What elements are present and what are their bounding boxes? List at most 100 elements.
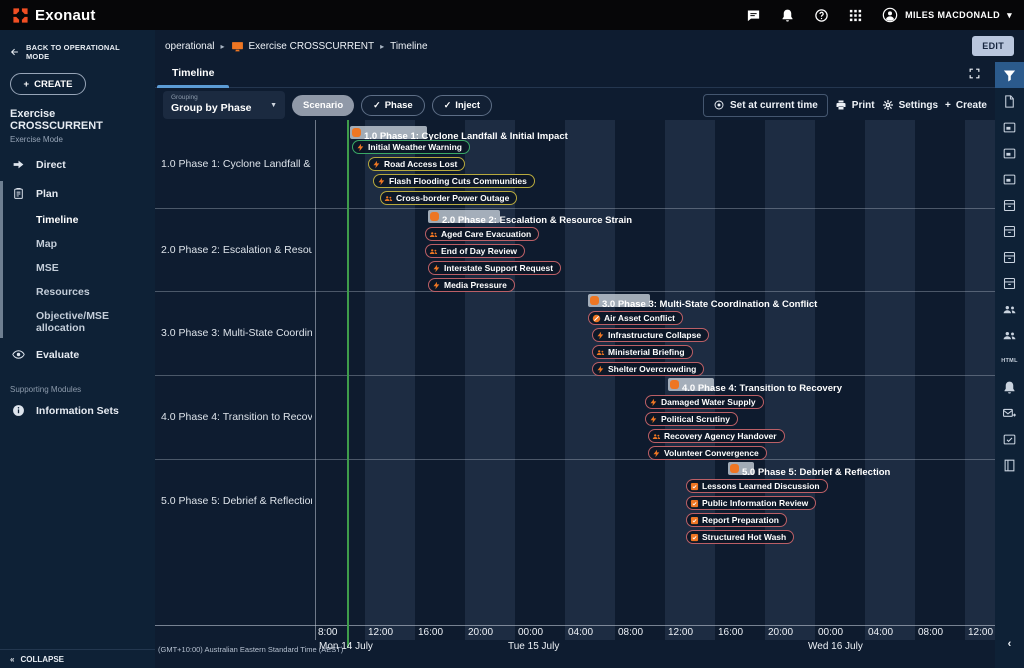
phase-row-label[interactable]: 1.0 Phase 1: Cyclone Landfall & Initia..… (161, 158, 312, 170)
back-label: BACK TO OPERATIONAL MODE (25, 43, 120, 61)
apps-icon[interactable] (848, 8, 863, 23)
print-button[interactable]: Print (835, 99, 875, 111)
sidebar-item-map[interactable]: Map (36, 238, 57, 250)
inject-pill[interactable]: Shelter Overcrowding (592, 362, 705, 376)
inject-pill[interactable]: Political Scrutiny (645, 412, 738, 426)
rail-card-button[interactable] (995, 166, 1024, 192)
grouping-select[interactable]: Grouping Group by Phase ▼ (163, 91, 285, 119)
back-to-operational-mode[interactable]: BACK TO OPERATIONAL MODE (0, 30, 155, 61)
inject-label: End of Day Review (441, 246, 518, 256)
inject-pill[interactable]: Flash Flooding Cuts Communities (373, 174, 535, 188)
breadcrumb-item[interactable]: Timeline (390, 40, 428, 52)
fullscreen-icon[interactable] (968, 67, 981, 80)
rail-archive-button[interactable] (995, 244, 1024, 270)
bell-icon[interactable] (780, 8, 795, 23)
axis-tick-label: 20:00 (768, 627, 794, 638)
rail-document-button[interactable] (995, 88, 1024, 114)
chip-phase[interactable]: ✓ Phase (361, 94, 425, 116)
task-icon (690, 533, 699, 542)
inject-pill[interactable]: Recovery Agency Handover (648, 429, 785, 443)
sidebar-item-mse[interactable]: MSE (36, 262, 59, 274)
settings-button[interactable]: Settings (882, 99, 938, 111)
phase-bar[interactable]: 4.0 Phase 4: Transition to Recovery (668, 378, 842, 394)
rail-card-button[interactable] (995, 140, 1024, 166)
chat-icon[interactable] (746, 8, 761, 23)
phase-row-label[interactable]: 3.0 Phase 3: Multi-State Coordination... (161, 327, 312, 339)
sidebar-item-evaluate[interactable]: Evaluate (0, 340, 155, 369)
user-menu[interactable]: MILES MACDONALD ▾ (882, 7, 1012, 23)
inject-pill[interactable]: End of Day Review (425, 244, 526, 258)
help-icon[interactable] (814, 8, 829, 23)
create-inject-button[interactable]: + Create (945, 100, 987, 111)
rail-card-button[interactable] (995, 114, 1024, 140)
sidebar-item-objective-mse-allocation[interactable]: Objective/MSE allocation (36, 310, 109, 334)
inject-pill[interactable]: Report Preparation (686, 513, 787, 527)
nav-group-evaluate: Evaluate (0, 340, 155, 369)
breadcrumb-item[interactable]: Exercise CROSSCURRENT (248, 40, 375, 52)
inject-pill[interactable]: Initial Weather Warning (352, 140, 470, 154)
chip-scenario[interactable]: Scenario (292, 94, 355, 116)
inject-pill[interactable]: Aged Care Evacuation (425, 227, 540, 241)
axis-tick-label: 12:00 (368, 627, 394, 638)
rail-bell-button[interactable] (995, 374, 1024, 400)
rail-html-button[interactable]: HTML (995, 348, 1024, 374)
html-icon: HTML (1001, 358, 1018, 364)
rail-archive-button[interactable] (995, 218, 1024, 244)
inject-pill[interactable]: Damaged Water Supply (645, 395, 764, 409)
inject-label: Damaged Water Supply (661, 397, 756, 407)
edit-button[interactable]: EDIT (972, 36, 1014, 56)
inject-pill[interactable]: Structured Hot Wash (686, 530, 795, 544)
phase-row-label[interactable]: 5.0 Phase 5: Debrief & Reflection (161, 495, 312, 507)
inject-pill[interactable]: Cross-border Power Outage (380, 191, 518, 205)
phase-bar-track (588, 294, 650, 307)
archive-icon (1002, 250, 1017, 265)
phase-bar[interactable]: 3.0 Phase 3: Multi-State Coordination & … (588, 294, 817, 310)
rail-people-button[interactable] (995, 322, 1024, 348)
inject-pill[interactable]: Media Pressure (428, 278, 515, 292)
rail-card-check-button[interactable] (995, 426, 1024, 452)
phase-icon (670, 380, 679, 389)
phase-row-label[interactable]: 4.0 Phase 4: Transition to Recovery (161, 411, 312, 423)
chip-inject[interactable]: ✓ Inject (431, 94, 493, 116)
inject-pill[interactable]: Interstate Support Request (428, 261, 562, 275)
phase-bar-label: 1.0 Phase 1: Cyclone Landfall & Initial … (364, 131, 568, 142)
collapse-sidebar-button[interactable]: « COLLAPSE (0, 649, 155, 668)
inject-pill[interactable]: Lessons Learned Discussion (686, 479, 828, 493)
inject-pill[interactable]: Air Asset Conflict (588, 311, 684, 325)
inject-pill[interactable]: Ministerial Briefing (592, 345, 693, 359)
set-at-current-time-button[interactable]: Set at current time (702, 93, 828, 117)
rail-people-button[interactable] (995, 296, 1024, 322)
inject-label: Recovery Agency Handover (664, 431, 777, 441)
tab-timeline[interactable]: Timeline (155, 67, 231, 88)
breadcrumb-item[interactable]: operational (165, 40, 215, 52)
rail-filter-button[interactable] (995, 62, 1024, 88)
sidebar-item-direct[interactable]: Direct (0, 150, 155, 179)
rail-archive-button[interactable] (995, 192, 1024, 218)
rail-mail-forward-button[interactable] (995, 400, 1024, 426)
book-icon (1002, 458, 1017, 473)
create-button[interactable]: + CREATE (10, 73, 86, 95)
inject-pill[interactable]: Public Information Review (686, 496, 817, 510)
app-logo[interactable]: Exonaut (12, 7, 96, 24)
sidebar-item-information-sets[interactable]: Information Sets (0, 396, 155, 425)
axis-tick-label: 00:00 (518, 627, 544, 638)
axis-tick-label: 16:00 (718, 627, 744, 638)
inject-pill[interactable]: Infrastructure Collapse (592, 328, 710, 342)
phase-bar[interactable]: 1.0 Phase 1: Cyclone Landfall & Initial … (350, 126, 568, 142)
inject-pill[interactable]: Volunteer Convergence (648, 446, 767, 460)
sidebar-item-resources[interactable]: Resources (36, 286, 90, 298)
phase-bar[interactable]: 2.0 Phase 2: Escalation & Resource Strai… (428, 210, 632, 226)
sidebar-item-plan[interactable]: Plan (0, 179, 155, 208)
sidebar-nav: Direct Plan Timeline Map MSE Resources Object… (0, 150, 155, 369)
rail-archive-button[interactable] (995, 270, 1024, 296)
inject-label: Road Access Lost (384, 159, 458, 169)
inject-pill[interactable]: Road Access Lost (368, 157, 466, 171)
phase-bar[interactable]: 5.0 Phase 5: Debrief & Reflection (728, 462, 890, 478)
rail-book-button[interactable] (995, 452, 1024, 478)
rail-collapse-chevron-icon[interactable]: ‹ (1007, 638, 1012, 650)
bolt-icon (372, 160, 381, 169)
phase-row-label[interactable]: 2.0 Phase 2: Escalation & Resource S... (161, 243, 312, 256)
sidebar-item-timeline[interactable]: Timeline (36, 214, 79, 226)
account-icon (882, 7, 898, 23)
target-icon (713, 99, 725, 111)
